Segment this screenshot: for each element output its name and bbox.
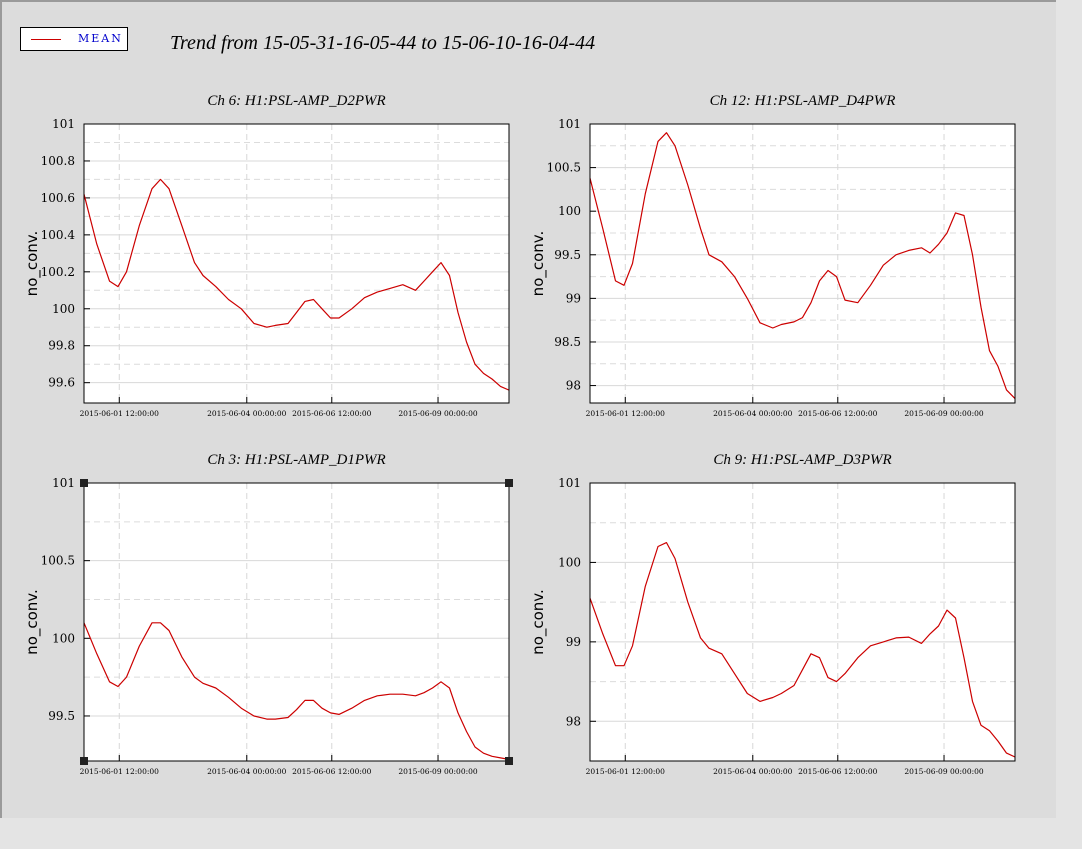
chart-title: Ch 9: H1:PSL-AMP_D3PWR bbox=[713, 452, 891, 468]
chart-title: Ch 6: H1:PSL-AMP_D2PWR bbox=[207, 93, 385, 109]
y-tick-label: 99 bbox=[566, 291, 581, 305]
chart-title: Ch 3: H1:PSL-AMP_D1PWR bbox=[207, 452, 385, 468]
y-tick-label: 99.6 bbox=[48, 376, 75, 390]
y-tick-label: 100.8 bbox=[41, 154, 75, 168]
series-line-mean bbox=[589, 541, 1016, 758]
y-tick-label: 99.5 bbox=[554, 248, 581, 262]
y-tick-label: 100 bbox=[52, 631, 75, 645]
x-tick-label: 2015-06-04 00:00:00 bbox=[207, 409, 287, 418]
plot-border bbox=[589, 123, 1016, 404]
y-tick-label: 98 bbox=[566, 714, 581, 728]
chart-panel-4: 98 99 100 101 2015-06-01 12:00:00 2015-06-04 … bbox=[529, 452, 1016, 776]
selection-handle bbox=[80, 757, 88, 765]
y-tick-label: 101 bbox=[52, 117, 75, 131]
y-tick-label: 100.2 bbox=[41, 265, 75, 279]
x-tick-label: 2015-06-09 00:00:00 bbox=[398, 767, 478, 776]
x-tick-label: 2015-06-09 00:00:00 bbox=[904, 409, 984, 418]
y-tick-label: 99 bbox=[566, 635, 581, 649]
selection-handle bbox=[80, 479, 88, 487]
y-tick-label: 100.6 bbox=[41, 191, 75, 205]
legend-box: MEAN bbox=[20, 27, 128, 51]
main-title: Trend from 15-05-31-16-05-44 to 15-06-10… bbox=[170, 32, 596, 54]
series-line-mean bbox=[589, 132, 1016, 400]
x-tick-label: 2015-06-06 12:00:00 bbox=[798, 409, 878, 418]
y-tick-label: 100.5 bbox=[547, 161, 581, 175]
series-line-mean bbox=[83, 622, 510, 760]
y-tick-label: 101 bbox=[558, 476, 581, 490]
x-tick-label: 2015-06-01 12:00:00 bbox=[586, 767, 666, 776]
x-tick-label: 2015-06-06 12:00:00 bbox=[292, 767, 372, 776]
y-tick-label: 101 bbox=[558, 117, 581, 131]
chart-panel-2: 98 98.5 99 99.5 100 100.5 101 2015-06-01 12:00:… bbox=[529, 93, 1016, 418]
y-tick-label: 100 bbox=[558, 555, 581, 569]
plot-border bbox=[83, 123, 510, 404]
y-tick-label: 98 bbox=[566, 379, 581, 393]
x-tick-label: 2015-06-01 12:00:00 bbox=[586, 409, 666, 418]
plot-area bbox=[84, 124, 509, 403]
plot-border bbox=[83, 482, 510, 762]
y-tick-label: 99.5 bbox=[48, 709, 75, 723]
x-tick-label: 2015-06-09 00:00:00 bbox=[904, 767, 984, 776]
series-line-mean bbox=[83, 178, 510, 391]
x-tick-label: 2015-06-06 12:00:00 bbox=[798, 767, 878, 776]
legend-line-swatch bbox=[31, 39, 61, 40]
plot-area bbox=[590, 124, 1015, 403]
x-tick-label: 2015-06-04 00:00:00 bbox=[207, 767, 287, 776]
plot-area bbox=[590, 483, 1015, 761]
y-tick-label: 99.8 bbox=[48, 339, 75, 353]
selection-handle bbox=[505, 757, 513, 765]
x-tick-label: 2015-06-04 00:00:00 bbox=[713, 767, 793, 776]
y-axis-label: no_conv. bbox=[529, 589, 548, 655]
y-axis-label: no_conv. bbox=[23, 231, 42, 297]
y-axis-label: no_conv. bbox=[23, 589, 42, 655]
legend-label: MEAN bbox=[78, 32, 123, 45]
x-tick-label: 2015-06-09 00:00:00 bbox=[398, 409, 478, 418]
chart-title: Ch 12: H1:PSL-AMP_D4PWR bbox=[710, 93, 896, 109]
y-tick-label: 98.5 bbox=[554, 335, 581, 349]
y-tick-label: 100.5 bbox=[41, 554, 75, 568]
x-tick-label: 2015-06-04 00:00:00 bbox=[713, 409, 793, 418]
chart-panel-3: 99.5 100 100.5 101 2015-06-01 12:00:00 2015-0… bbox=[23, 452, 513, 776]
selection-handle bbox=[505, 479, 513, 487]
y-tick-label: 100 bbox=[52, 302, 75, 316]
plot-border bbox=[589, 482, 1016, 762]
x-tick-label: 2015-06-06 12:00:00 bbox=[292, 409, 372, 418]
y-tick-label: 101 bbox=[52, 476, 75, 490]
y-axis-label: no_conv. bbox=[529, 231, 548, 297]
chart-panel-1: 99.6 99.8 100 100.2 100.4 100.6 100.8 101 2015-0… bbox=[23, 93, 510, 418]
y-tick-label: 100 bbox=[558, 204, 581, 218]
x-tick-label: 2015-06-01 12:00:00 bbox=[80, 409, 160, 418]
y-tick-label: 100.4 bbox=[41, 228, 76, 242]
x-tick-label: 2015-06-01 12:00:00 bbox=[80, 767, 160, 776]
plot-area bbox=[84, 483, 509, 761]
